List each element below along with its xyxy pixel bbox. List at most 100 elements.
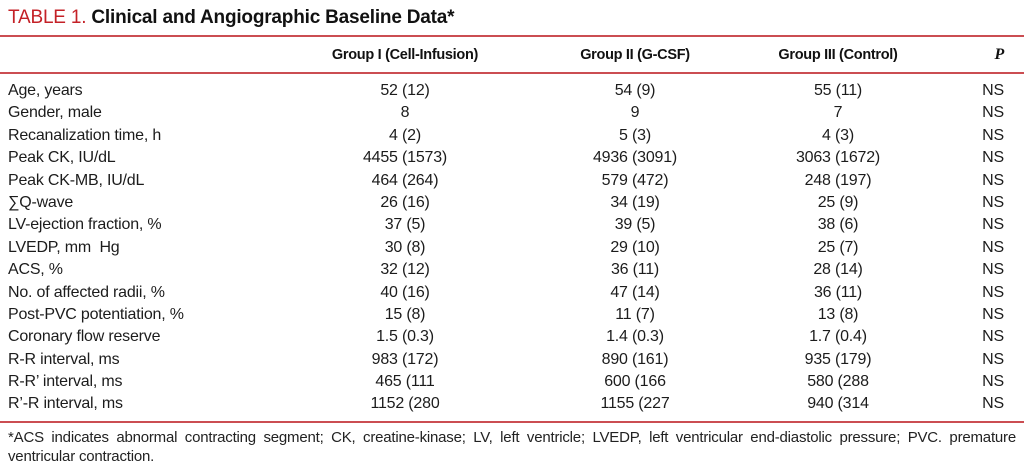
header-group3: Group III (Control)	[778, 46, 898, 63]
table-row: Coronary flow reserve 1.5 (0.3) 1.4 (0.3…	[0, 326, 1024, 348]
table-row: Post-PVC potentiation, % 15 (8) 11 (7) 1…	[0, 304, 1024, 326]
group3-value: 4 (3)	[822, 126, 854, 144]
group1-value: 1152 (280	[370, 395, 440, 413]
group3-value: 28 (14)	[813, 261, 863, 279]
table-row: Recanalization time, h 4 (2) 5 (3) 4 (3)…	[0, 125, 1024, 147]
rule-above-footnote	[0, 420, 1024, 423]
table-row: LVEDP, mm Hg 30 (8) 29 (10) 25 (7) NS	[0, 237, 1024, 259]
row-label: Post-PVC potentiation, %	[8, 305, 184, 323]
row-label: Peak CK, IU/dL	[8, 149, 116, 167]
p-value: NS	[982, 216, 1004, 234]
p-value: NS	[982, 261, 1004, 279]
group1-value: 1.5 (0.3)	[376, 328, 434, 346]
group1-value: 52 (12)	[380, 82, 430, 99]
group1-value: 8	[400, 104, 410, 122]
table-row: ∑Q-wave 26 (16) 34 (19) 25 (9) NS	[0, 192, 1024, 214]
p-value: NS	[982, 193, 1004, 211]
row-label: Gender, male	[8, 104, 102, 122]
group3-value: 7	[833, 104, 843, 122]
p-value: NS	[982, 126, 1004, 144]
group3-value: 3063 (1672)	[795, 149, 881, 167]
group3-value: 1.7 (0.4)	[809, 328, 867, 346]
rule-below-title	[0, 35, 1024, 37]
table-row: R’-R interval, ms 1152 (280 1155 (227 94…	[0, 393, 1024, 415]
p-value: NS	[982, 82, 1004, 99]
rule-below-header	[0, 72, 1024, 74]
row-label: No. of affected radii, %	[8, 283, 165, 301]
row-label: R-R’ interval, ms	[8, 373, 123, 391]
group1-value: 15 (8)	[384, 305, 426, 323]
p-value: NS	[982, 104, 1004, 122]
table-body: Age, years 52 (12) 54 (9) 55 (11) NS Gen…	[0, 74, 1024, 421]
group3-value: 935 (179)	[804, 350, 872, 368]
table-row: R-R’ interval, ms 465 (111 600 (166 580 …	[0, 371, 1024, 393]
p-value: NS	[982, 171, 1004, 189]
group2-value: 600 (166	[604, 373, 666, 391]
group1-value: 4 (2)	[389, 126, 421, 144]
table-number-label: TABLE 1.	[8, 7, 87, 28]
row-label: LVEDP, mm Hg	[8, 238, 120, 256]
table-row: R-R interval, ms 983 (172) 890 (161) 935…	[0, 349, 1024, 371]
group3-value: 580 (288	[807, 373, 869, 391]
header-group1: Group I (Cell-Infusion)	[331, 46, 479, 63]
table-row: Peak CK, IU/dL 4455 (1573) 4936 (3091) 3…	[0, 147, 1024, 169]
group2-value: 54 (9)	[614, 82, 656, 99]
group3-value: 55 (11)	[813, 82, 863, 99]
group3-value: 940 (314	[807, 395, 869, 413]
table-row: No. of affected radii, % 40 (16) 47 (14)…	[0, 282, 1024, 304]
group2-value: 36 (11)	[610, 261, 660, 279]
table-row: LV-ejection fraction, % 37 (5) 39 (5) 38…	[0, 214, 1024, 236]
header-group2: Group II (G-CSF)	[580, 46, 690, 63]
group1-value: 465 (111	[375, 373, 435, 391]
table-title: Clinical and Angiographic Baseline Data*	[91, 7, 455, 28]
row-label: Coronary flow reserve	[8, 328, 161, 346]
table-row: ACS, % 32 (12) 36 (11) 28 (14) NS	[0, 259, 1024, 281]
row-label: Recanalization time, h	[8, 126, 162, 144]
group2-value: 29 (10)	[610, 238, 660, 256]
group1-value: 40 (16)	[380, 283, 430, 301]
group3-value: 25 (7)	[817, 238, 859, 256]
table-row: Age, years 52 (12) 54 (9) 55 (11) NS	[0, 80, 1024, 102]
group2-value: 39 (5)	[614, 216, 656, 234]
group2-value: 1155 (227	[600, 395, 670, 413]
p-value: NS	[982, 350, 1004, 368]
group3-value: 248 (197)	[804, 171, 872, 189]
row-label: ACS, %	[8, 261, 63, 279]
header-p-value: P	[994, 45, 1005, 63]
group3-value: 13 (8)	[817, 305, 859, 323]
p-value: NS	[982, 238, 1004, 256]
group1-value: 32 (12)	[380, 261, 430, 279]
row-label: Peak CK-MB, IU/dL	[8, 171, 145, 189]
p-value: NS	[982, 395, 1004, 413]
group3-value: 25 (9)	[817, 193, 859, 211]
group2-value: 34 (19)	[610, 193, 660, 211]
group2-value: 47 (14)	[610, 283, 660, 301]
table-row: Gender, male 8 9 7 NS	[0, 102, 1024, 124]
group3-value: 36 (11)	[813, 283, 863, 301]
row-label: LV-ejection fraction, %	[8, 216, 162, 234]
group3-value: 38 (6)	[817, 216, 859, 234]
table-caption: TABLE 1. Clinical and Angiographic Basel…	[0, 0, 1024, 29]
group2-value: 1.4 (0.3)	[606, 328, 664, 346]
group2-value: 579 (472)	[601, 171, 669, 189]
table-row: Peak CK-MB, IU/dL 464 (264) 579 (472) 24…	[0, 170, 1024, 192]
group2-value: 9	[630, 104, 640, 122]
group2-value: 890 (161)	[601, 350, 669, 368]
row-label: Age, years	[8, 82, 83, 99]
p-value: NS	[982, 328, 1004, 346]
p-value: NS	[982, 283, 1004, 301]
table-footnote: *ACS indicates abnormal contracting segm…	[8, 428, 1016, 465]
group2-value: 4936 (3091)	[592, 149, 678, 167]
row-label: R-R interval, ms	[8, 350, 120, 368]
row-label: ∑Q-wave	[8, 193, 74, 211]
group1-value: 464 (264)	[371, 171, 439, 189]
group1-value: 4455 (1573)	[362, 149, 448, 167]
p-value: NS	[982, 305, 1004, 323]
group1-value: 37 (5)	[384, 216, 426, 234]
p-value: NS	[982, 149, 1004, 167]
group1-value: 30 (8)	[384, 238, 426, 256]
p-value: NS	[982, 373, 1004, 391]
row-label: R’-R interval, ms	[8, 395, 123, 413]
group2-value: 5 (3)	[619, 126, 651, 144]
